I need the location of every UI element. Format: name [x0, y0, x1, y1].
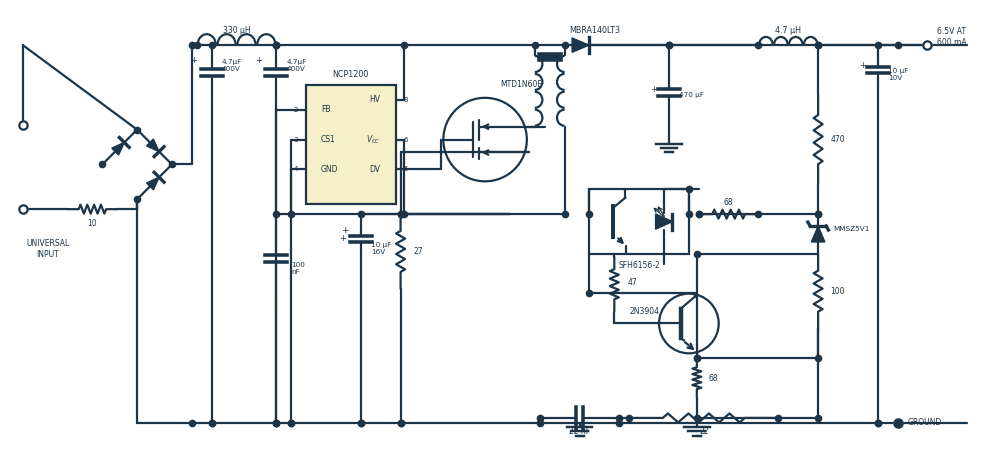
Text: 10 μF
16V: 10 μF 16V — [371, 242, 391, 255]
Text: 10 μF
10V: 10 μF 10V — [888, 68, 908, 82]
Text: SFH6156-2: SFH6156-2 — [618, 261, 660, 270]
Text: 4: 4 — [294, 166, 298, 173]
Text: +: + — [255, 55, 262, 64]
Text: +: + — [341, 226, 349, 235]
Text: +: + — [651, 85, 658, 94]
Text: HV: HV — [370, 95, 381, 104]
Polygon shape — [147, 139, 159, 152]
Text: 4.7 μH: 4.7 μH — [775, 26, 801, 35]
Polygon shape — [811, 226, 825, 242]
Text: 8: 8 — [404, 97, 408, 103]
Text: 27: 27 — [414, 247, 423, 256]
Text: +: + — [859, 61, 866, 70]
Text: MMSZ5V1: MMSZ5V1 — [833, 226, 869, 232]
Text: 470 μF: 470 μF — [679, 92, 704, 98]
Polygon shape — [572, 38, 589, 52]
Text: UNIVERSAL
INPUT: UNIVERSAL INPUT — [26, 239, 69, 259]
Text: MBRA140LT3: MBRA140LT3 — [569, 26, 620, 35]
Text: $V_{CC}$: $V_{CC}$ — [366, 133, 381, 146]
Text: 470: 470 — [831, 135, 846, 144]
Text: 4.7μF
400V: 4.7μF 400V — [222, 58, 242, 72]
Text: 4.7μF
400V: 4.7μF 400V — [286, 58, 307, 72]
Text: +: + — [339, 235, 346, 244]
Text: 6.5V AT
600 mA: 6.5V AT 600 mA — [937, 27, 967, 47]
Text: 2: 2 — [294, 107, 298, 113]
Text: 47: 47 — [627, 278, 637, 287]
Polygon shape — [656, 214, 672, 229]
Text: GND: GND — [321, 165, 339, 174]
Text: MTD1N60E: MTD1N60E — [500, 81, 542, 90]
Text: GROUND: GROUND — [908, 419, 942, 428]
Text: 22: 22 — [699, 428, 709, 437]
Text: 5: 5 — [404, 166, 408, 173]
Bar — [589, 189, 689, 254]
Text: 68: 68 — [724, 198, 733, 207]
Polygon shape — [112, 143, 124, 155]
Text: FB: FB — [321, 105, 331, 114]
Text: 100
nF: 100 nF — [291, 262, 305, 275]
Text: 330 μH: 330 μH — [223, 26, 250, 35]
Text: 10: 10 — [88, 219, 97, 228]
Text: 6: 6 — [404, 137, 408, 143]
Text: 3: 3 — [294, 137, 298, 143]
Text: 22 nF: 22 nF — [569, 428, 590, 437]
Text: +: + — [190, 55, 197, 64]
Text: CS1: CS1 — [321, 135, 336, 144]
Text: NCP1200: NCP1200 — [333, 71, 369, 80]
Polygon shape — [147, 177, 159, 190]
Text: 68: 68 — [709, 374, 718, 383]
Text: 2N3904: 2N3904 — [629, 307, 659, 316]
Text: 100: 100 — [830, 287, 845, 296]
Text: DV: DV — [370, 165, 381, 174]
Bar — [306, 85, 396, 204]
